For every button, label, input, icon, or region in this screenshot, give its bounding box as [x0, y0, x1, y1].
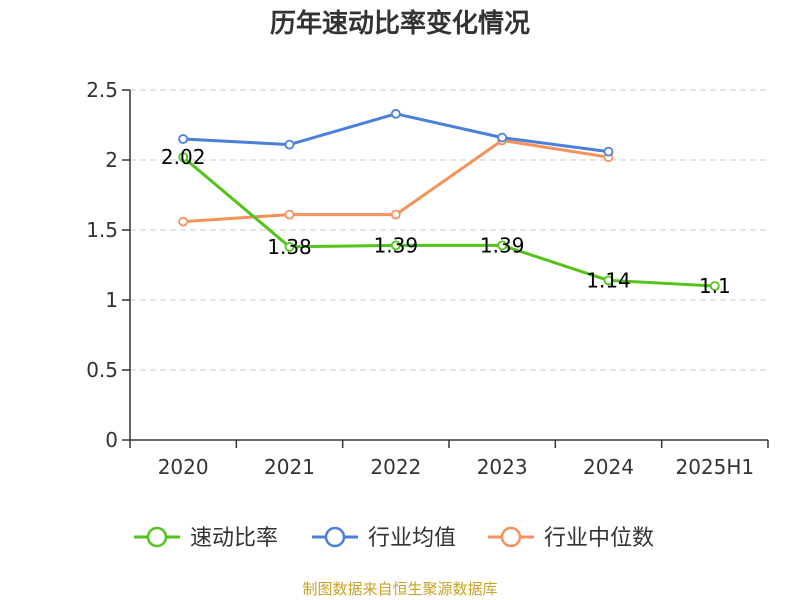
legend-label: 行业均值 [368, 526, 456, 551]
y-tick-label: 2 [105, 148, 118, 172]
series-lines [178, 108, 720, 291]
legend-label: 速动比率 [190, 526, 278, 551]
x-tick-label: 2024 [583, 455, 634, 479]
data-point[interactable] [284, 139, 295, 150]
legend-item[interactable]: 行业均值 [312, 526, 456, 551]
data-point[interactable] [390, 209, 401, 220]
data-label: 1.1 [699, 274, 731, 298]
data-point[interactable] [284, 241, 295, 252]
x-tick-label: 2023 [477, 455, 528, 479]
data-label: 1.14 [586, 268, 631, 292]
legend-marker [500, 526, 522, 548]
x-tick-label: 2020 [158, 455, 209, 479]
series-line [182, 156, 715, 288]
y-tick-label: 1 [105, 288, 118, 312]
legend-item[interactable]: 速动比率 [134, 526, 278, 551]
grid [130, 89, 768, 371]
legend-label: 行业中位数 [544, 526, 654, 551]
data-point[interactable] [497, 240, 508, 251]
legend-marker [324, 526, 346, 548]
y-tick-label: 1.5 [86, 218, 118, 242]
data-label: 1.39 [374, 233, 419, 257]
data-label: 1.39 [480, 233, 525, 257]
source-note: 制图数据来自恒生聚源数据库 [302, 580, 497, 598]
data-label: 2.02 [161, 145, 206, 169]
data-label: 1.38 [267, 235, 312, 259]
legend-marker [146, 526, 168, 548]
axes: 0 0.5 1 1.5 2 2.5 2020 2021 2022 2023 2024 2025H1 [86, 78, 769, 479]
data-point[interactable] [709, 281, 720, 291]
x-tick-label: 2021 [264, 455, 315, 479]
x-tick-label: 2025H1 [675, 455, 754, 479]
legend[interactable]: 速动比率 行业均值 行业中位数 [134, 526, 654, 551]
y-tick-label: 0 [105, 428, 118, 452]
data-point[interactable] [178, 152, 189, 163]
chart-title: 历年速动比率变化情况 [270, 8, 530, 39]
data-point[interactable] [390, 240, 401, 251]
data-point[interactable] [603, 275, 614, 286]
data-point[interactable] [178, 134, 189, 144]
data-point[interactable] [284, 209, 295, 220]
data-point[interactable] [603, 146, 614, 157]
data-point[interactable] [178, 216, 189, 227]
legend-item[interactable]: 行业中位数 [488, 526, 654, 551]
x-tick-label: 2022 [370, 455, 421, 479]
y-tick-label: 0.5 [86, 358, 118, 382]
y-tick-label: 2.5 [86, 78, 118, 102]
data-labels: 2.02 1.38 1.39 1.39 1.14 1.1 [161, 145, 731, 298]
data-point[interactable] [390, 108, 401, 119]
data-point[interactable] [497, 132, 508, 143]
